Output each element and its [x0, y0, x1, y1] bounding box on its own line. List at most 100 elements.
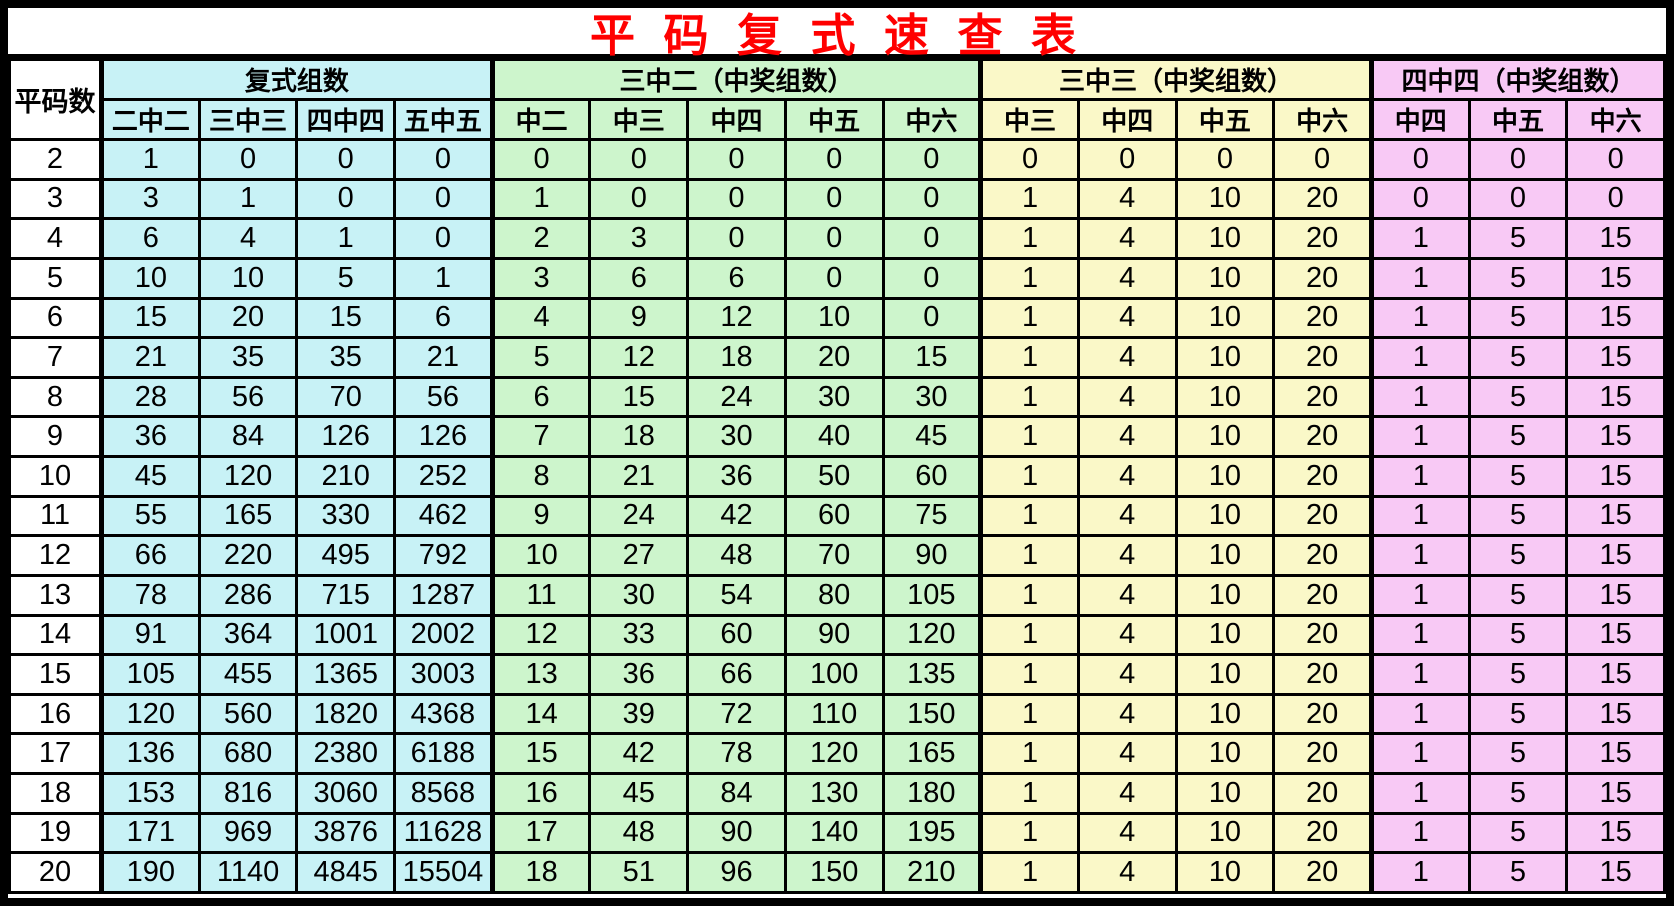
table-row: 14 91 364 1001 2002 12 33 60 90 120 1 4 10 20 1 5 15: [8, 613, 1666, 657]
table-cell: 20: [1272, 534, 1373, 577]
table-cell: 20: [1272, 217, 1373, 260]
table-cell: 0: [881, 256, 983, 300]
table-cell: 56: [393, 375, 494, 419]
table-cell: 1: [1368, 336, 1471, 379]
table-cell: 15: [1565, 494, 1666, 538]
table-cell: 1: [978, 375, 1080, 419]
table-cell: 48: [686, 534, 787, 577]
table-cell: 130: [783, 772, 885, 815]
table-cell: 10: [1174, 296, 1276, 340]
column-header: 中六: [1272, 98, 1373, 141]
quick-reference-table: 平码数 复式组数 三中二（中奖组数） 三中三（中奖组数） 四中四（中奖组数） 二中二 三中三…: [8, 58, 1666, 894]
table-cell: 4: [1076, 613, 1178, 657]
table-cell: 1: [1368, 573, 1471, 617]
table-cell: 1: [1368, 692, 1471, 736]
table-cell: 28: [99, 375, 201, 419]
table-cell: 20: [1272, 256, 1373, 300]
table-cell: 105: [881, 573, 983, 617]
table-cell: 3: [99, 177, 201, 221]
table-cell: 0: [881, 296, 983, 340]
table-cell: 495: [295, 534, 397, 577]
header-group-row: 平码数 复式组数 三中二（中奖组数） 三中三（中奖组数） 四中四（中奖组数）: [8, 58, 1666, 141]
table-cell: 12: [489, 613, 592, 657]
row-header: 6: [8, 296, 103, 340]
table-cell: 15: [1565, 613, 1666, 657]
table-cell: 165: [197, 494, 299, 538]
table-cell: 816: [197, 772, 299, 815]
table-cell: 4: [1076, 534, 1178, 577]
table-cell: 120: [881, 613, 983, 657]
table-cell: 60: [881, 455, 983, 498]
table-cell: 24: [686, 375, 787, 419]
table-cell: 1365: [295, 653, 397, 696]
table-cell: 5: [1467, 217, 1569, 260]
table-cell: 20: [1272, 732, 1373, 775]
table-cell: 8: [489, 455, 592, 498]
row-header: 18: [8, 772, 103, 815]
table-cell: 1: [978, 772, 1080, 815]
table-cell: 15: [1565, 336, 1666, 379]
table-cell: 90: [686, 811, 787, 855]
table-cell: 15: [1565, 375, 1666, 419]
column-header: 中五: [1467, 98, 1569, 141]
table-cell: 1: [978, 494, 1080, 538]
table-cell: 286: [197, 573, 299, 617]
row-header: 16: [8, 692, 103, 736]
table-cell: 0: [393, 177, 494, 221]
table-cell: 6: [393, 296, 494, 340]
table-cell: 1: [978, 415, 1080, 458]
table-cell: 455: [197, 653, 299, 696]
table-cell: 4845: [295, 851, 397, 894]
row-header-title: 平码数: [8, 58, 103, 141]
row-header: 8: [8, 375, 103, 419]
table-cell: 10: [1174, 217, 1276, 260]
table-cell: 35: [197, 336, 299, 379]
column-header: 三中三: [197, 98, 299, 141]
table-cell: 4: [1076, 177, 1178, 221]
table-cell: 1: [978, 692, 1080, 736]
table-cell: 171: [99, 811, 201, 855]
table-cell: 4: [1076, 772, 1178, 815]
table-cell: 1: [1368, 217, 1471, 260]
table-cell: 3060: [295, 772, 397, 815]
table-cell: 0: [393, 138, 494, 181]
table-cell: 120: [783, 732, 885, 775]
table-cell: 20: [783, 336, 885, 379]
page-title: 平 码 复 式 速 查 表: [8, 8, 1666, 61]
table-cell: 0: [588, 138, 690, 181]
column-header: 中四: [1076, 98, 1178, 141]
row-header: 10: [8, 455, 103, 498]
table-cell: 1: [295, 217, 397, 260]
table-cell: 72: [686, 692, 787, 736]
table-cell: 66: [99, 534, 201, 577]
table-cell: 0: [881, 177, 983, 221]
table-row: 18 153 816 3060 8568 16 45 84 130 180 1 4 10 20 1 5 15: [8, 772, 1666, 815]
table-cell: 78: [686, 732, 787, 775]
table-cell: 12: [686, 296, 787, 340]
table-cell: 0: [881, 138, 983, 181]
table-cell: 4: [1076, 256, 1178, 300]
table-cell: 10: [1174, 415, 1276, 458]
table-cell: 20: [1272, 851, 1373, 894]
table-cell: 0: [588, 177, 690, 221]
table-cell: 6: [99, 217, 201, 260]
table-cell: 5: [295, 256, 397, 300]
table-cell: 4: [1076, 494, 1178, 538]
table-cell: 10: [1174, 811, 1276, 855]
table-cell: 20: [1272, 692, 1373, 736]
table-cell: 0: [1174, 138, 1276, 181]
table-cell: 50: [783, 455, 885, 498]
table-cell: 1: [1368, 455, 1471, 498]
table-cell: 1: [978, 732, 1080, 775]
table-cell: 4: [1076, 732, 1178, 775]
table-cell: 4: [1076, 217, 1178, 260]
table-cell: 560: [197, 692, 299, 736]
table-cell: 60: [686, 613, 787, 657]
column-header: 中二: [489, 98, 592, 141]
table-cell: 21: [588, 455, 690, 498]
table-cell: 3: [588, 217, 690, 260]
table-cell: 14: [489, 692, 592, 736]
table-cell: 10: [1174, 375, 1276, 419]
table-cell: 30: [783, 375, 885, 419]
